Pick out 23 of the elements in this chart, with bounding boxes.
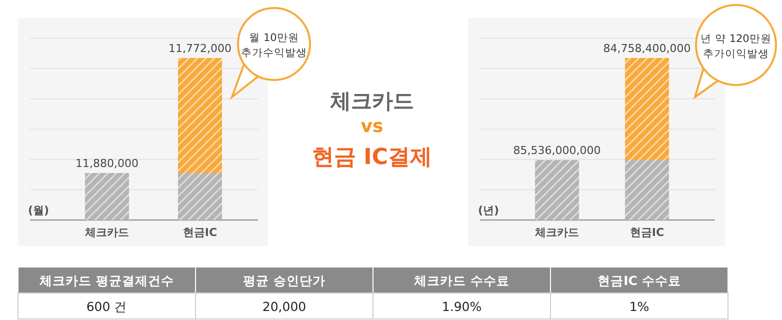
x-tick-label: 체크카드 [534,226,579,239]
text: 현금IC 수수료 [598,273,681,288]
annotation: 11,880,000 [76,157,138,170]
text: vs [360,116,384,137]
annotation: (월) [28,204,50,217]
x-tick-label: 현금IC [630,226,664,239]
x-tick-label: 체크카드 [84,226,129,239]
text: 현금 IC결제 [312,145,432,170]
annotation: (년) [478,204,500,217]
text: 평균 승인단가 [243,273,326,288]
text: 600 건 [86,299,128,314]
text: 체크카드 수수료 [413,273,510,288]
x-tick-label: 현금IC [182,226,218,239]
annotation: 년 약 120만원 추가이익발생 [700,33,772,60]
text: 체크카드 [329,89,414,113]
annotation: 85,536,000,000 [513,144,601,158]
annotation: 11,772,000 [168,42,232,55]
text: 20,000 [262,299,306,314]
text: 체크카드 평균결제건수 [38,273,174,288]
text: 1% [629,299,650,314]
annotation: 84,758,400,000 [603,42,691,55]
annotation: 월 10만원 추가수익발생 [241,32,307,59]
text: 1.90% [442,299,482,314]
